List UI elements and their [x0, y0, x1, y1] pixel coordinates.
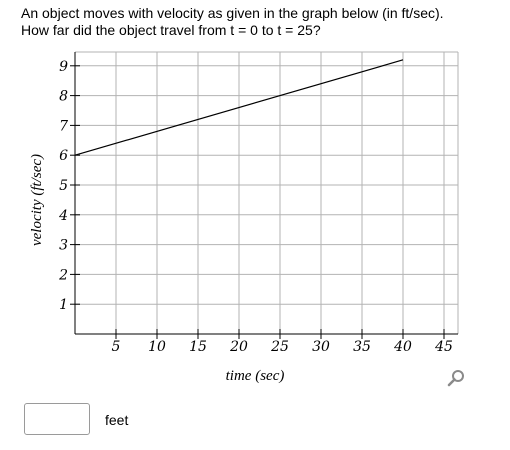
y-tick-label: 5 — [59, 178, 68, 194]
x-tick-label: 35 — [353, 339, 371, 355]
question-text: An object moves with velocity as given i… — [21, 5, 491, 39]
y-tick-label: 7 — [59, 118, 68, 134]
magnifier-icon[interactable] — [446, 368, 466, 388]
x-tick-label: 45 — [434, 339, 453, 355]
x-axis-label: time (sec) — [226, 368, 285, 384]
x-tick-label: 40 — [393, 339, 412, 355]
y-tick-label: 6 — [59, 148, 68, 164]
x-tick-label: 30 — [312, 339, 330, 355]
x-tick-label: 5 — [112, 339, 121, 355]
question-line-1: An object moves with velocity as given i… — [21, 5, 444, 21]
x-tick-label: 10 — [148, 339, 166, 355]
question-line-2: How far did the object travel from t = 0… — [21, 22, 321, 38]
y-tick-label: 2 — [58, 267, 68, 283]
x-tick-label: 20 — [229, 339, 248, 355]
y-tick-label: 4 — [58, 208, 68, 224]
y-tick-label: 9 — [59, 59, 68, 75]
y-tick-label: 8 — [59, 89, 68, 105]
y-axis-label: velocity (ft/sec) — [29, 154, 45, 246]
y-tick-label: 3 — [59, 238, 68, 254]
answer-input[interactable] — [24, 403, 90, 435]
x-tick-label: 25 — [270, 339, 289, 355]
velocity-line — [74, 59, 404, 156]
x-tick-label: 15 — [189, 339, 207, 355]
unit-label: feet — [105, 412, 129, 428]
y-tick-label: 1 — [59, 297, 68, 313]
